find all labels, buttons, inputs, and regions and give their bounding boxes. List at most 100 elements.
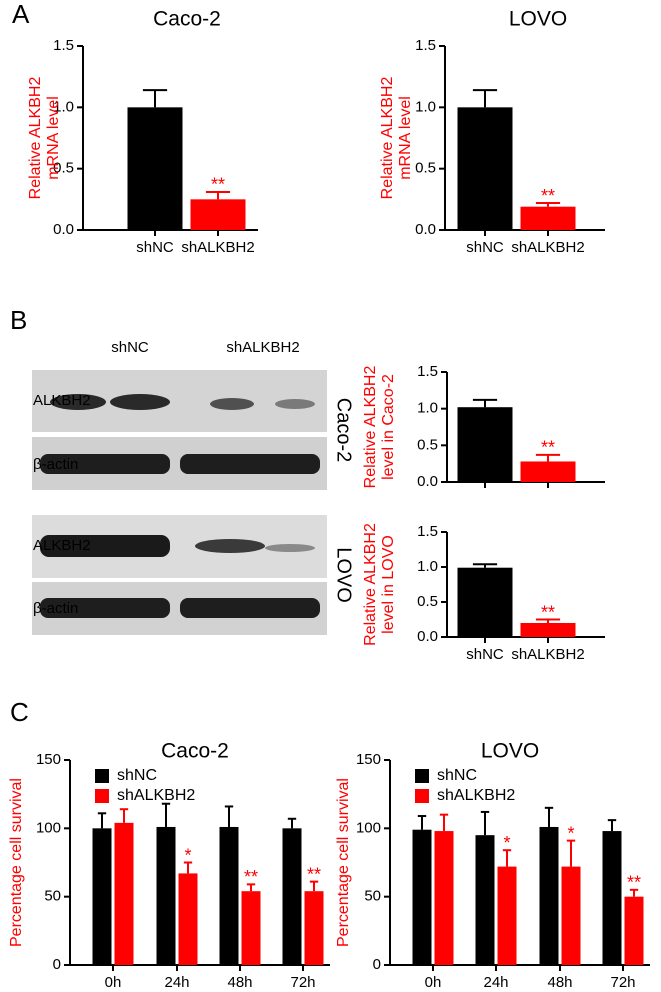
bar xyxy=(602,831,622,965)
y-axis-label: Relative ALKBH2 xyxy=(362,523,379,646)
legend-swatch xyxy=(415,789,429,803)
bar xyxy=(282,828,302,965)
bar xyxy=(520,206,576,230)
bar xyxy=(241,891,261,965)
cell-line-label: Caco-2 xyxy=(333,398,355,462)
y-tick-label: 0.0 xyxy=(415,221,436,238)
bar xyxy=(497,866,517,965)
x-tick-label: shALKBH2 xyxy=(511,646,584,663)
x-tick-label: 0h xyxy=(105,974,122,991)
significance-label: * xyxy=(184,845,191,865)
y-tick-label: 0.0 xyxy=(53,221,74,238)
y-axis-label: level in LOVO xyxy=(380,535,397,634)
chart-title: Caco-2 xyxy=(161,740,229,763)
bar xyxy=(219,826,239,965)
y-tick-label: 50 xyxy=(44,888,61,905)
y-tick-label: 150 xyxy=(356,751,381,768)
y-axis-label: Relative ALKBH2 xyxy=(379,77,396,200)
bar xyxy=(190,199,246,230)
legend-swatch xyxy=(415,769,429,783)
bar xyxy=(178,873,198,965)
significance-label: ** xyxy=(541,438,555,458)
legend-label: shNC xyxy=(117,767,157,784)
x-tick-label: shNC xyxy=(136,239,174,256)
panel-label: A xyxy=(12,0,30,29)
bar xyxy=(561,866,581,965)
legend-swatch xyxy=(95,789,109,803)
y-axis-label: Relative ALKBH2 xyxy=(27,77,44,200)
y-tick-label: 100 xyxy=(36,819,61,836)
y-tick-label: 0.5 xyxy=(53,160,74,177)
x-tick-label: shNC xyxy=(466,239,504,256)
row-label: β-actin xyxy=(33,456,78,473)
row-label: β-actin xyxy=(33,600,78,617)
y-tick-label: 1.0 xyxy=(417,400,438,417)
bar xyxy=(457,567,513,637)
significance-label: ** xyxy=(307,864,321,884)
y-tick-label: 0.0 xyxy=(417,473,438,490)
row-label: ALKBH2 xyxy=(33,537,91,554)
x-tick-label: 72h xyxy=(290,974,315,991)
y-tick-label: 1.0 xyxy=(415,98,436,115)
y-tick-label: 0 xyxy=(53,956,61,973)
significance-label: ** xyxy=(541,186,555,206)
bar xyxy=(114,822,134,965)
bar xyxy=(624,896,644,965)
y-axis-label: Percentage cell survival xyxy=(8,778,25,947)
y-tick-label: 100 xyxy=(356,819,381,836)
bar xyxy=(434,831,454,965)
y-axis-label: mRNA level xyxy=(45,96,62,180)
x-tick-label: 0h xyxy=(425,974,442,991)
y-tick-label: 1.5 xyxy=(415,37,436,54)
x-tick-label: shALKBH2 xyxy=(511,239,584,256)
x-tick-label: 48h xyxy=(227,974,252,991)
x-tick-label: 72h xyxy=(610,974,635,991)
western-blot xyxy=(32,370,327,635)
bar xyxy=(520,623,576,637)
y-tick-label: 1.5 xyxy=(53,37,74,54)
bar xyxy=(127,107,183,230)
row-label: ALKBH2 xyxy=(33,392,91,409)
y-tick-label: 1.0 xyxy=(53,98,74,115)
y-axis-label: Percentage cell survival xyxy=(335,778,352,947)
panel-label: C xyxy=(10,697,29,727)
y-tick-label: 1.0 xyxy=(417,558,438,575)
y-tick-label: 0.5 xyxy=(415,160,436,177)
significance-label: ** xyxy=(211,175,225,195)
y-tick-label: 1.5 xyxy=(417,523,438,540)
y-tick-label: 150 xyxy=(36,751,61,768)
bar xyxy=(412,829,432,965)
y-tick-label: 0 xyxy=(373,956,381,973)
significance-label: * xyxy=(503,833,510,853)
bar xyxy=(457,107,513,230)
y-tick-label: 0.5 xyxy=(417,436,438,453)
y-axis-label: mRNA level xyxy=(397,96,414,180)
significance-label: * xyxy=(567,823,574,843)
y-tick-label: 1.5 xyxy=(417,363,438,380)
significance-label: ** xyxy=(627,873,641,893)
bar xyxy=(156,826,176,965)
y-axis-label: level in Caco-2 xyxy=(380,374,397,480)
panel-label: B xyxy=(10,305,27,335)
chart-title: LOVO xyxy=(481,740,539,763)
x-tick-label: 24h xyxy=(164,974,189,991)
significance-label: ** xyxy=(244,867,258,887)
legend-swatch xyxy=(95,769,109,783)
x-tick-label: 24h xyxy=(483,974,508,991)
bar xyxy=(304,891,324,965)
x-tick-label: shNC xyxy=(466,646,504,663)
bar xyxy=(520,461,576,482)
bar xyxy=(92,828,112,965)
x-tick-label: shALKBH2 xyxy=(181,239,254,256)
bar xyxy=(457,407,513,482)
chart-title: Caco-2 xyxy=(153,8,221,31)
y-tick-label: 50 xyxy=(364,888,381,905)
legend-label: shNC xyxy=(437,767,477,784)
y-tick-label: 0.0 xyxy=(417,628,438,645)
x-tick-label: 48h xyxy=(547,974,572,991)
lane-label: shALKBH2 xyxy=(226,339,299,356)
bar xyxy=(475,835,495,965)
lane-label: shNC xyxy=(111,339,149,356)
bar xyxy=(539,826,559,965)
